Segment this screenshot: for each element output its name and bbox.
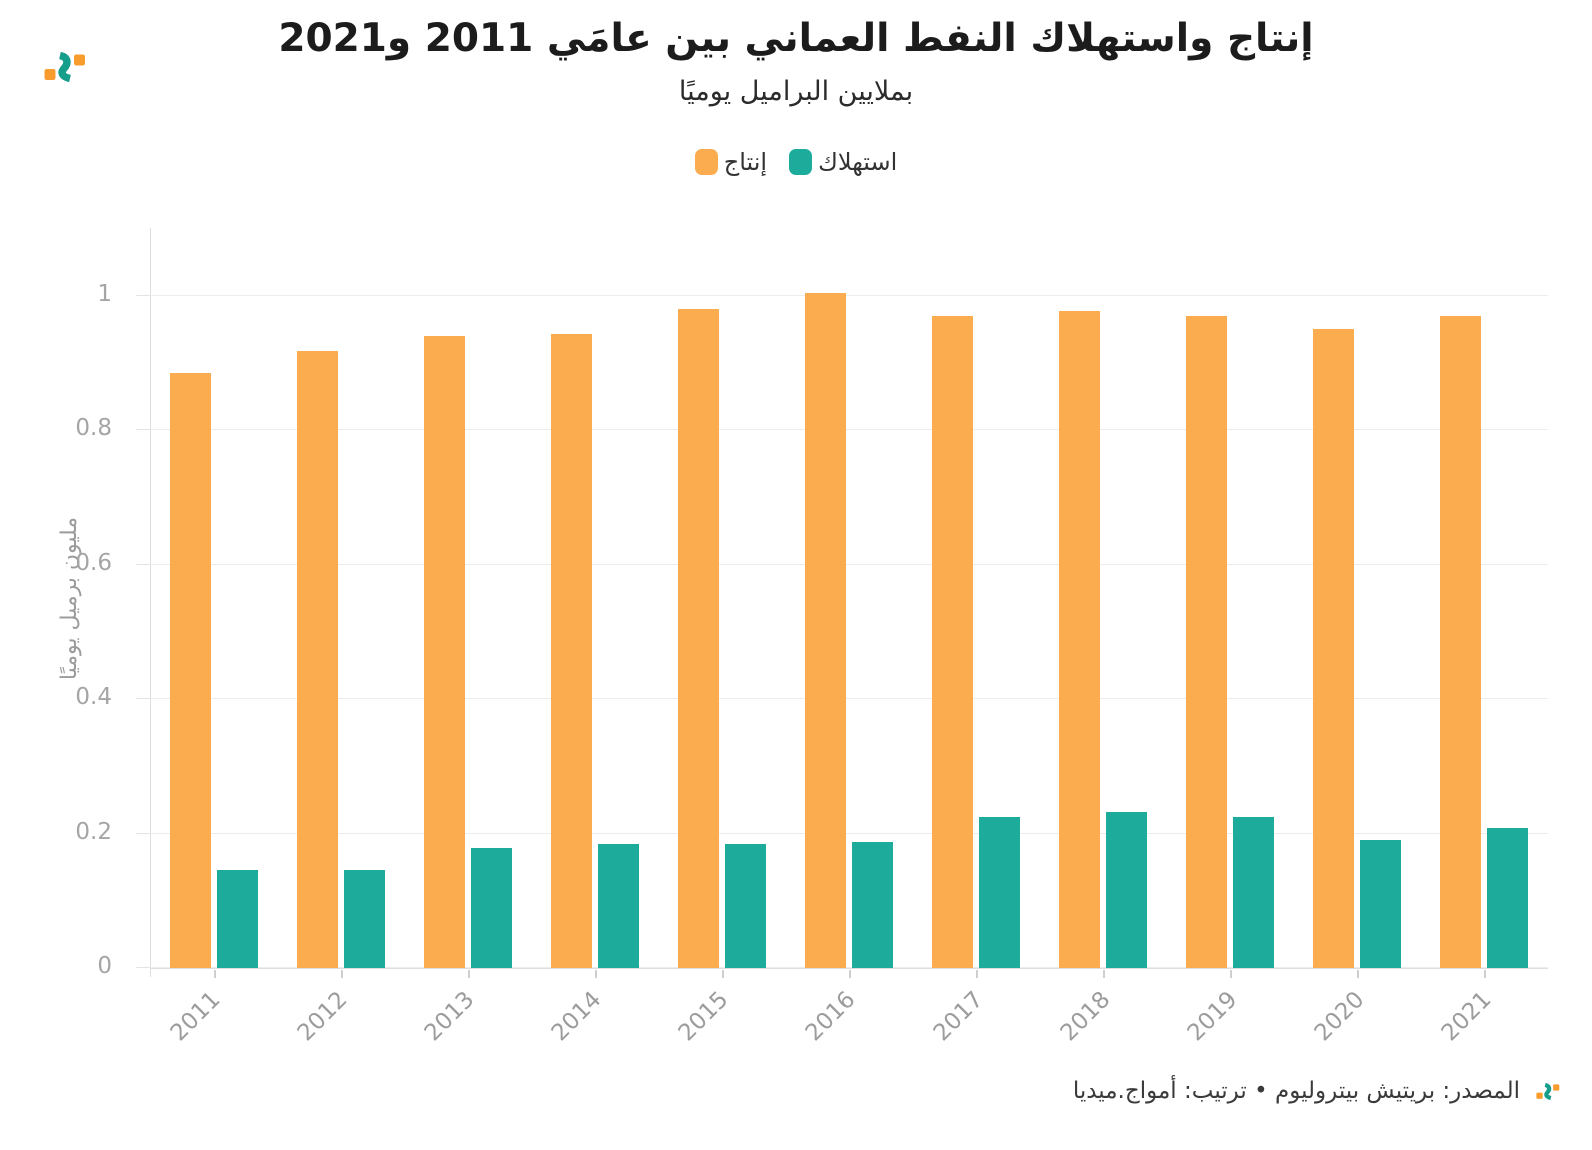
bar-production-2012[interactable]: [296, 351, 338, 968]
y-tick-mark-0.4: [136, 698, 150, 700]
gridline-1: [150, 295, 1548, 296]
gridline-0.6: [150, 563, 1548, 565]
legend-label-production: إنتاج: [723, 148, 768, 176]
bar-consumption-2013[interactable]: [470, 848, 512, 968]
amwaj-logo-icon-small: [1536, 1082, 1560, 1100]
bar-production-2021[interactable]: [1440, 315, 1482, 968]
x-axis-line: [150, 968, 1548, 969]
x-axis-label-2020: 2020: [1309, 986, 1370, 1047]
bar-consumption-2011[interactable]: [216, 869, 258, 968]
y-tick-label-0.6: 0.6: [75, 549, 112, 576]
y-tick-mark-0.2: [136, 832, 150, 834]
y-tick-label-0.8: 0.8: [75, 415, 112, 442]
bar-production-2015[interactable]: [677, 308, 719, 968]
bars: [150, 228, 1548, 968]
x-axis-label-2017: 2017: [928, 986, 989, 1047]
y-tick-label-1: 1: [97, 281, 112, 307]
bar-production-2013[interactable]: [423, 335, 465, 968]
x-axis-label-2013: 2013: [419, 986, 480, 1047]
chart-subtitle: بملايين البراميل يوميًا: [678, 76, 914, 107]
x-axis-label-2016: 2016: [801, 986, 861, 1047]
bar-group-2016: [785, 228, 912, 968]
x-axis: 2011 2012 2013 2014 2015 2016 2017 2018 2019 2020…: [150, 968, 1548, 1058]
x-tick-mark-2014: [594, 970, 597, 978]
footer: المصدر: بريتيش بيتروليوم • ترتيب: أمواج.…: [1073, 1078, 1560, 1104]
x-tick-mark-2021: [1484, 970, 1487, 978]
bar-consumption-2016[interactable]: [852, 842, 894, 968]
x-axis-label-2019: 2019: [1182, 986, 1243, 1047]
gridline-0.8: [150, 429, 1548, 431]
y-axis-tick-labels: 0 0.2 0.4 0.6 0.8 1: [0, 228, 136, 978]
x-tick-mark-2019: [1230, 970, 1233, 978]
bar-group-2015: [658, 228, 785, 968]
x-tick-mark-2017: [976, 970, 979, 978]
production-swatch-icon: [694, 149, 718, 175]
x-axis-label-2018: 2018: [1055, 986, 1116, 1047]
y-tick-label-0: 0: [97, 953, 112, 979]
bar-production-2014[interactable]: [550, 334, 592, 968]
chart-title: إنتاج واستهلاك النفط العماني بين عامَي 2…: [278, 16, 1314, 61]
y-tick-label-0.2: 0.2: [75, 818, 112, 845]
bar-group-2011: [150, 228, 277, 968]
bar-consumption-2017[interactable]: [979, 817, 1021, 968]
legend-item-production[interactable]: إنتاج: [694, 148, 768, 176]
bar-production-2017[interactable]: [932, 316, 974, 968]
y-tick-mark-0.6: [136, 563, 150, 565]
bar-consumption-2021[interactable]: [1487, 827, 1529, 968]
bar-production-2020[interactable]: [1313, 328, 1355, 968]
plot-area: [136, 228, 1548, 968]
y-tick-mark-0: [136, 967, 150, 968]
bar-consumption-2015[interactable]: [724, 844, 766, 968]
bar-consumption-2014[interactable]: [597, 843, 639, 968]
bar-consumption-2012[interactable]: [343, 869, 385, 968]
x-tick-mark-2020: [1357, 970, 1360, 978]
bar-group-2020: [1294, 228, 1421, 968]
legend-item-consumption[interactable]: استهلاك: [789, 148, 897, 176]
x-tick-mark-2011: [213, 970, 216, 978]
x-tick-mark-2016: [849, 970, 851, 978]
gridline-0.4: [150, 698, 1548, 700]
y-tick-mark-0.8: [136, 429, 150, 431]
x-axis-label-2012: 2012: [292, 986, 353, 1047]
bar-group-2013: [404, 228, 531, 968]
x-tick-mark-2018: [1103, 970, 1106, 978]
bar-consumption-2020[interactable]: [1360, 839, 1402, 968]
bar-production-2016[interactable]: [805, 293, 847, 968]
x-axis-label-2011: 2011: [165, 986, 226, 1047]
x-axis-label-2014: 2014: [546, 986, 607, 1047]
source-text: المصدر: بريتيش بيتروليوم • ترتيب: أمواج.…: [1072, 1078, 1520, 1104]
x-tick-mark-2013: [467, 970, 470, 978]
y-tick-label-0.4: 0.4: [75, 684, 112, 711]
amwaj-logo-icon: [44, 51, 86, 83]
consumption-swatch-icon: [789, 149, 813, 175]
bar-group-2018: [1040, 228, 1167, 968]
bar-group-2019: [1167, 228, 1294, 968]
x-axis-label-2015: 2015: [674, 986, 734, 1047]
bar-group-2012: [277, 228, 404, 968]
bar-production-2011[interactable]: [169, 373, 211, 968]
y-tick-mark-1: [136, 295, 150, 296]
bar-consumption-2018[interactable]: [1106, 812, 1148, 968]
gridline-0.2: [150, 832, 1548, 834]
x-tick-mark-2012: [340, 970, 343, 978]
x-axis-label-2021: 2021: [1436, 986, 1497, 1047]
bar-group-2017: [913, 228, 1040, 968]
x-tick-mark-2015: [721, 970, 724, 978]
bar-group-2014: [531, 228, 658, 968]
bar-production-2019[interactable]: [1186, 315, 1228, 968]
gridline-0: [150, 967, 1548, 968]
legend-label-consumption: استهلاك: [818, 148, 898, 176]
bar-consumption-2019[interactable]: [1233, 817, 1275, 968]
bar-group-2021: [1421, 228, 1548, 968]
bar-production-2018[interactable]: [1059, 310, 1101, 968]
y-axis-line: [150, 228, 151, 977]
legend: إنتاج استهلاك: [0, 148, 1592, 176]
